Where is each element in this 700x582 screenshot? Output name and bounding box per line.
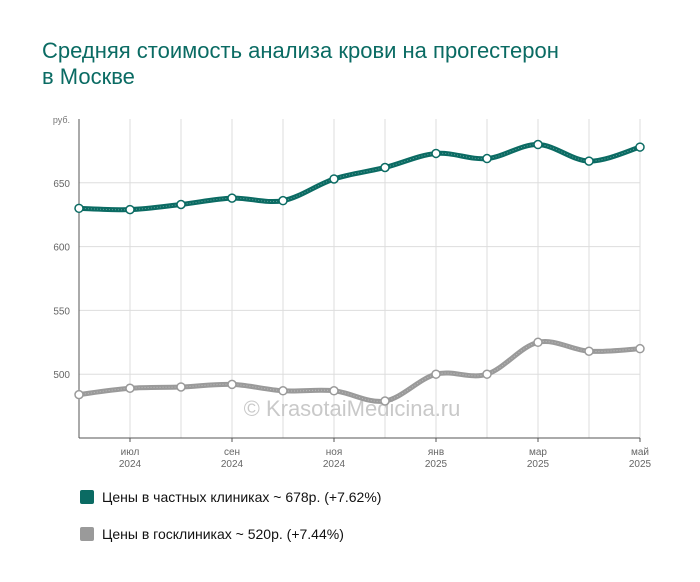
series-line-texture-public	[78, 341, 641, 402]
x-tick-label: янв	[428, 447, 444, 458]
data-point-private[interactable]	[380, 162, 390, 173]
legend-swatch-public	[80, 527, 94, 541]
watermark: © KrasotaiMedicina.ru	[244, 396, 461, 421]
data-point-private[interactable]	[227, 193, 237, 203]
data-point-private[interactable]	[74, 203, 84, 214]
data-point-public[interactable]	[635, 343, 645, 354]
data-point-private[interactable]	[635, 142, 645, 152]
legend-label-public: Цены в госклиниках ~ 520р. (+7.44%)	[102, 526, 344, 542]
x-tick-year-label: 2024	[323, 459, 346, 470]
y-tick-label: 650	[53, 179, 70, 190]
series-line-private	[76, 142, 643, 213]
data-point-private[interactable]	[584, 156, 594, 166]
data-point-private[interactable]	[533, 139, 543, 150]
data-point-public[interactable]	[176, 382, 186, 392]
x-tick-year-label: 2025	[629, 459, 652, 470]
y-tick-label: 600	[53, 243, 70, 254]
data-point-private[interactable]	[482, 153, 492, 164]
data-point-public[interactable]	[74, 389, 84, 400]
line-chart: 500550600650руб.июл2024сен2024ноя2024янв…	[53, 115, 652, 470]
legend-label-private: Цены в частных клиниках ~ 678р. (+7.62%)	[102, 489, 382, 505]
data-point-public[interactable]	[380, 396, 390, 406]
data-point-private[interactable]	[176, 199, 186, 210]
data-point-public[interactable]	[431, 369, 441, 379]
data-point-private[interactable]	[431, 148, 441, 159]
data-point-private[interactable]	[278, 195, 288, 206]
x-tick-label: сен	[224, 447, 240, 458]
x-tick-year-label: 2025	[425, 459, 448, 470]
series-line-public	[76, 339, 643, 404]
legend-swatch-private	[80, 490, 94, 504]
x-tick-label: ноя	[326, 447, 343, 458]
x-tick-label: май	[631, 447, 649, 458]
legend: Цены в частных клиниках ~ 678р. (+7.62%)…	[80, 487, 381, 561]
x-tick-label: мар	[529, 447, 547, 458]
data-point-public[interactable]	[278, 386, 288, 396]
series-line-texture-private	[78, 144, 641, 211]
x-tick-year-label: 2024	[119, 459, 142, 470]
y-tick-label: 550	[53, 306, 70, 317]
x-tick-year-label: 2024	[221, 459, 244, 470]
data-point-public[interactable]	[584, 346, 594, 356]
chart-title: Средняя стоимость анализа крови на проге…	[42, 38, 559, 89]
data-point-public[interactable]	[329, 386, 339, 396]
x-tick-year-label: 2025	[527, 459, 550, 470]
data-point-public[interactable]	[533, 337, 543, 348]
x-tick-label: июл	[121, 447, 140, 458]
data-point-private[interactable]	[125, 204, 135, 215]
data-point-private[interactable]	[329, 174, 339, 184]
data-point-public[interactable]	[227, 379, 237, 390]
data-point-public[interactable]	[125, 383, 135, 393]
data-point-public[interactable]	[482, 369, 492, 379]
legend-item-private[interactable]: Цены в частных клиниках ~ 678р. (+7.62%)	[80, 487, 381, 507]
y-tick-label: 500	[53, 370, 70, 381]
y-axis-unit-label: руб.	[53, 115, 70, 125]
legend-item-public[interactable]: Цены в госклиниках ~ 520р. (+7.44%)	[80, 524, 381, 544]
